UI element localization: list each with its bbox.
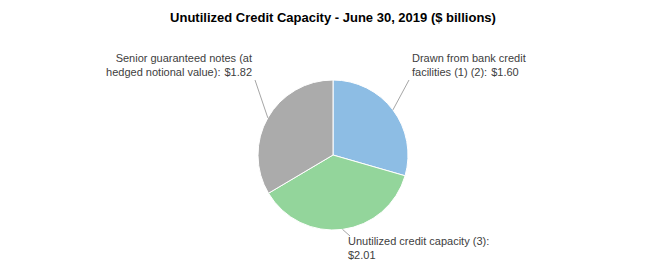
title: Unutilized Credit Capacity - June 30, 20… xyxy=(170,10,496,25)
leader-line xyxy=(393,80,409,110)
data-label: Unutilized credit capacity (3): xyxy=(348,235,489,247)
label-category: Senior guaranteed notes (at xyxy=(116,52,252,64)
chart: Unutilized Credit Capacity - June 30, 20… xyxy=(0,0,666,274)
label-value: $2.01 xyxy=(348,249,376,261)
label-value: $1.60 xyxy=(491,66,519,78)
data-label: Senior guaranteed notes (at xyxy=(116,52,252,64)
label-category: Unutilized credit capacity (3): xyxy=(348,235,489,247)
data-label: hedged notional value): $1.82 xyxy=(106,66,252,78)
label-category: facilities (1) (2): xyxy=(412,66,487,78)
label-value: $1.82 xyxy=(224,66,252,78)
leader-line xyxy=(255,80,268,118)
label-category: hedged notional value): xyxy=(106,66,220,78)
label-category: Drawn from bank credit xyxy=(412,52,526,64)
pie xyxy=(258,80,408,230)
data-label: facilities (1) (2): $1.60 xyxy=(412,66,519,78)
data-label: Drawn from bank credit xyxy=(412,52,526,64)
slice xyxy=(258,80,333,193)
data-label: $2.01 xyxy=(348,249,376,261)
